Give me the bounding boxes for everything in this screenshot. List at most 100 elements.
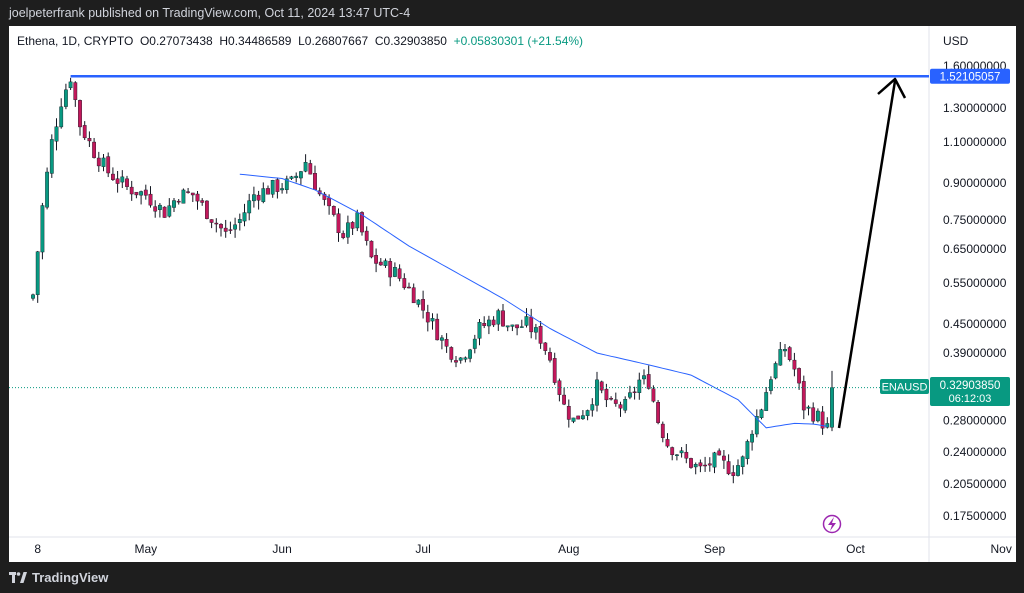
- candle-body: [510, 324, 515, 327]
- candle-body: [374, 255, 378, 264]
- ohlc-low: L0.26807667: [298, 34, 369, 48]
- candle-body: [740, 456, 745, 467]
- candle-body: [628, 392, 632, 398]
- tradingview-brand: TradingView: [32, 570, 109, 585]
- candle-body: [336, 213, 341, 234]
- candle-body: [440, 337, 444, 341]
- candle-body: [731, 472, 736, 476]
- candle-body: [223, 227, 228, 232]
- candle-body: [444, 339, 449, 347]
- candle-body: [82, 125, 87, 139]
- bar-countdown: 06:12:03: [949, 393, 992, 405]
- candle-body: [49, 139, 54, 174]
- candle-body: [64, 89, 68, 107]
- candle-body: [195, 193, 200, 202]
- candle-body: [491, 319, 496, 326]
- candle-body: [773, 363, 778, 379]
- candle-body: [190, 192, 195, 196]
- candle-body: [430, 318, 435, 322]
- x-tick-label: Oct: [846, 542, 865, 556]
- y-tick-label: 0.17500000: [943, 509, 1007, 523]
- currency-label[interactable]: USD: [943, 34, 969, 48]
- last-price-label: ENAUSD 0.32903850 06:12:03: [880, 377, 1010, 406]
- candle-body: [670, 447, 675, 456]
- candle-body: [604, 388, 609, 401]
- candle-body: [157, 204, 162, 210]
- candle-body: [270, 180, 275, 195]
- symbol-name: Ethena, 1D, CRYPTO: [17, 34, 134, 48]
- candle-body: [463, 357, 468, 360]
- moving-average-line: [239, 173, 828, 429]
- candle-body: [435, 318, 440, 341]
- chart-panel[interactable]: USD 1.60000000 1.30000000 1.10000000 0.9000…: [9, 26, 1016, 562]
- candle-body: [684, 451, 689, 459]
- candle-body: [515, 324, 519, 329]
- candle-body: [496, 310, 501, 325]
- candle-body: [726, 461, 731, 475]
- candle-body: [40, 205, 45, 253]
- candle-body: [280, 188, 284, 191]
- x-tick-label: Jun: [272, 542, 291, 556]
- candle-body: [468, 349, 472, 359]
- tradingview-logo[interactable]: TradingView: [9, 570, 108, 585]
- candle-body: [665, 439, 670, 447]
- svg-text:1.52105057: 1.52105057: [940, 71, 1001, 83]
- candle-body: [31, 294, 35, 299]
- candle-body: [68, 81, 73, 89]
- candle-body: [454, 360, 458, 363]
- candle-body: [736, 465, 740, 476]
- candle-body: [590, 404, 595, 411]
- candle-body: [458, 357, 463, 361]
- candle-body: [341, 233, 346, 238]
- lightning-icon[interactable]: [822, 514, 842, 534]
- candle-body: [35, 251, 40, 295]
- ohlc-close: C0.32903850: [374, 34, 447, 48]
- x-tick-label: Nov: [991, 542, 1012, 556]
- candle-body: [505, 325, 510, 328]
- candle-body: [830, 387, 834, 428]
- candle-body: [703, 464, 708, 467]
- y-tick-label: 0.28000000: [943, 413, 1007, 427]
- projection-arrow[interactable]: [837, 77, 907, 429]
- ticker-label: ENAUSD: [882, 382, 928, 394]
- ohlc-change: +0.05830301 (+21.54%): [453, 34, 584, 48]
- resistance-price-label: 1.52105057: [930, 68, 1010, 84]
- candle-body: [769, 379, 773, 391]
- publish-note: joelpeterfrank published on TradingView.…: [9, 6, 411, 20]
- candle-body: [562, 394, 567, 405]
- candle-body: [388, 261, 393, 278]
- x-axis-ticks: 8 May Jun Jul Aug Sep Oct Nov: [34, 542, 1012, 556]
- candle-body: [707, 463, 712, 466]
- candle-body: [209, 219, 214, 223]
- candle-body: [167, 205, 172, 217]
- candle-body: [801, 381, 806, 411]
- candle-body: [73, 82, 78, 100]
- candle-body: [764, 392, 769, 411]
- candle-body: [618, 404, 623, 409]
- candle-body: [825, 423, 830, 428]
- candle-body: [449, 347, 454, 360]
- symbol-legend[interactable]: Ethena, 1D, CRYPTO O0.27073438 H0.344865…: [17, 34, 583, 48]
- candle-body: [364, 230, 369, 241]
- candle-body: [110, 173, 115, 180]
- candle-body: [204, 200, 209, 219]
- candle-body: [487, 319, 491, 327]
- candle-body: [397, 268, 402, 279]
- candle-body: [54, 126, 59, 142]
- candle-body: [92, 141, 97, 158]
- candle-body: [651, 388, 656, 402]
- candle-body: [322, 193, 327, 200]
- y-tick-label: 0.55000000: [943, 276, 1007, 290]
- candle-body: [609, 398, 614, 400]
- tradingview-logo-icon: [9, 572, 27, 583]
- candle-body: [675, 454, 679, 456]
- y-tick-label: 1.30000000: [943, 101, 1007, 115]
- candle-body: [106, 156, 111, 174]
- candle-body: [411, 287, 416, 304]
- last-price-value: 0.32903850: [940, 380, 1001, 392]
- candle-body: [806, 406, 811, 409]
- candle-body: [660, 423, 665, 438]
- price-chart[interactable]: USD 1.600000001.300000001.100000000.9000…: [9, 26, 1016, 562]
- candle-body: [176, 200, 181, 203]
- candle-body: [566, 406, 571, 420]
